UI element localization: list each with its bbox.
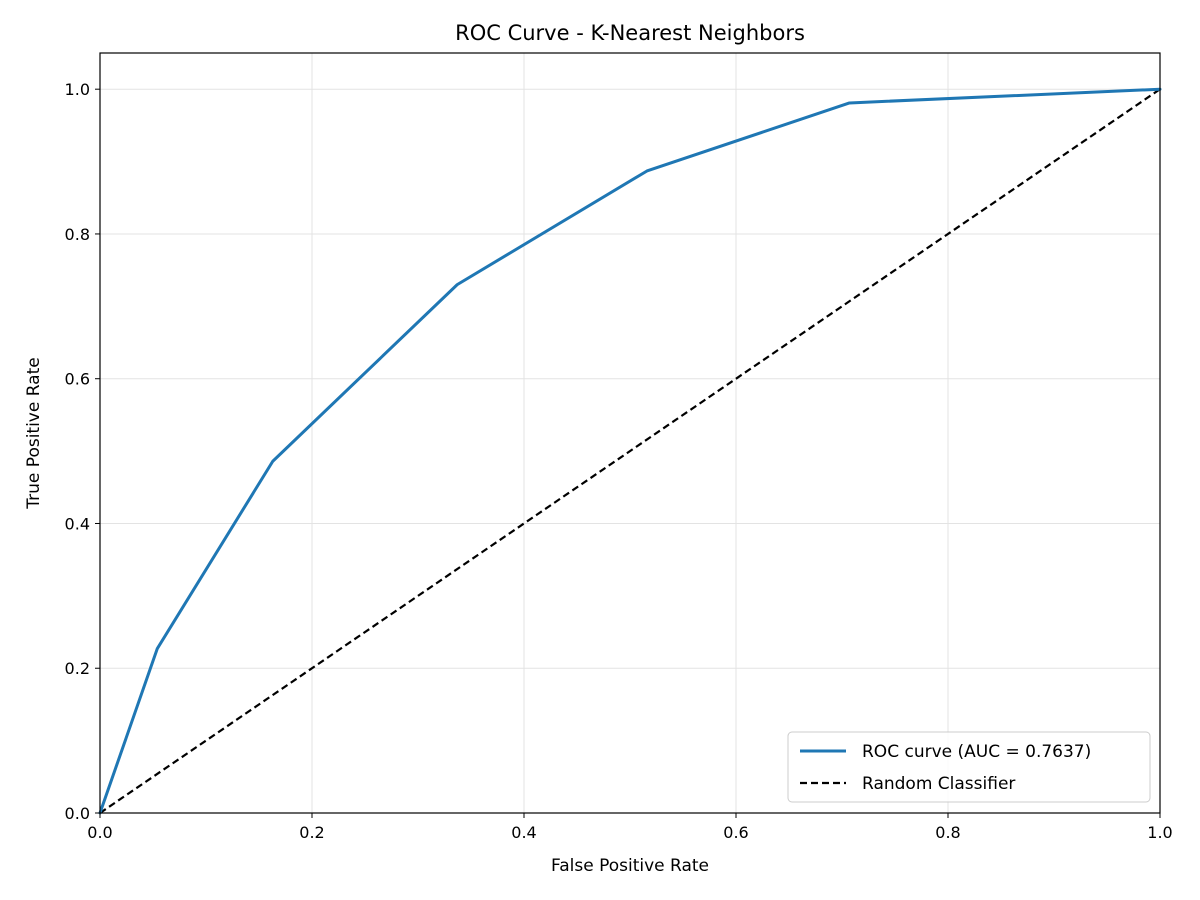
y-axis-ticks: 0.0 0.2 0.4 0.6 0.8 1.0	[65, 80, 100, 823]
y-tick-label-0: 0.0	[65, 804, 90, 823]
x-tick-label-0: 0.0	[87, 823, 112, 842]
legend-label-random-classifier: Random Classifier	[862, 774, 1015, 794]
x-tick-label-3: 0.6	[723, 823, 748, 842]
x-tick-label-2: 0.4	[511, 823, 536, 842]
series-line-random-classifier	[99, 88, 1161, 814]
x-axis-ticks: 0.0 0.2 0.4 0.6 0.8 1.0	[87, 813, 1173, 842]
x-tick-label-1: 0.2	[299, 823, 324, 842]
x-tick-label-5: 1.0	[1147, 823, 1172, 842]
legend-box	[787, 731, 1151, 803]
grid-lines	[99, 53, 1161, 814]
x-tick-label-4: 0.8	[935, 823, 960, 842]
series-layer	[98, 87, 1162, 815]
y-tick-label-2: 0.4	[65, 514, 90, 533]
y-axis-title: True Positive Rate	[24, 357, 44, 509]
legend-label-roc-curve: ROC curve (AUC = 0.7637)	[862, 742, 1091, 762]
y-tick-label-4: 0.8	[65, 225, 90, 244]
chart-title: ROC Curve - K-Nearest Neighbors	[455, 21, 805, 45]
plot-frame	[99, 52, 1161, 814]
series-line-roc-curve	[98, 87, 1162, 815]
y-tick-label-3: 0.6	[65, 370, 90, 389]
x-axis-title: False Positive Rate	[551, 856, 709, 876]
legend: ROC curve (AUC = 0.7637) Random Classifi…	[787, 731, 1151, 803]
y-tick-label-5: 1.0	[65, 80, 90, 99]
plot-area: 0.0 0.2 0.4 0.6 0.8 1.0 0.0 0.2 0.4 0.6 0.8 1.0	[65, 52, 1173, 842]
y-tick-label-1: 0.2	[65, 659, 90, 678]
plot-background	[100, 53, 1160, 813]
